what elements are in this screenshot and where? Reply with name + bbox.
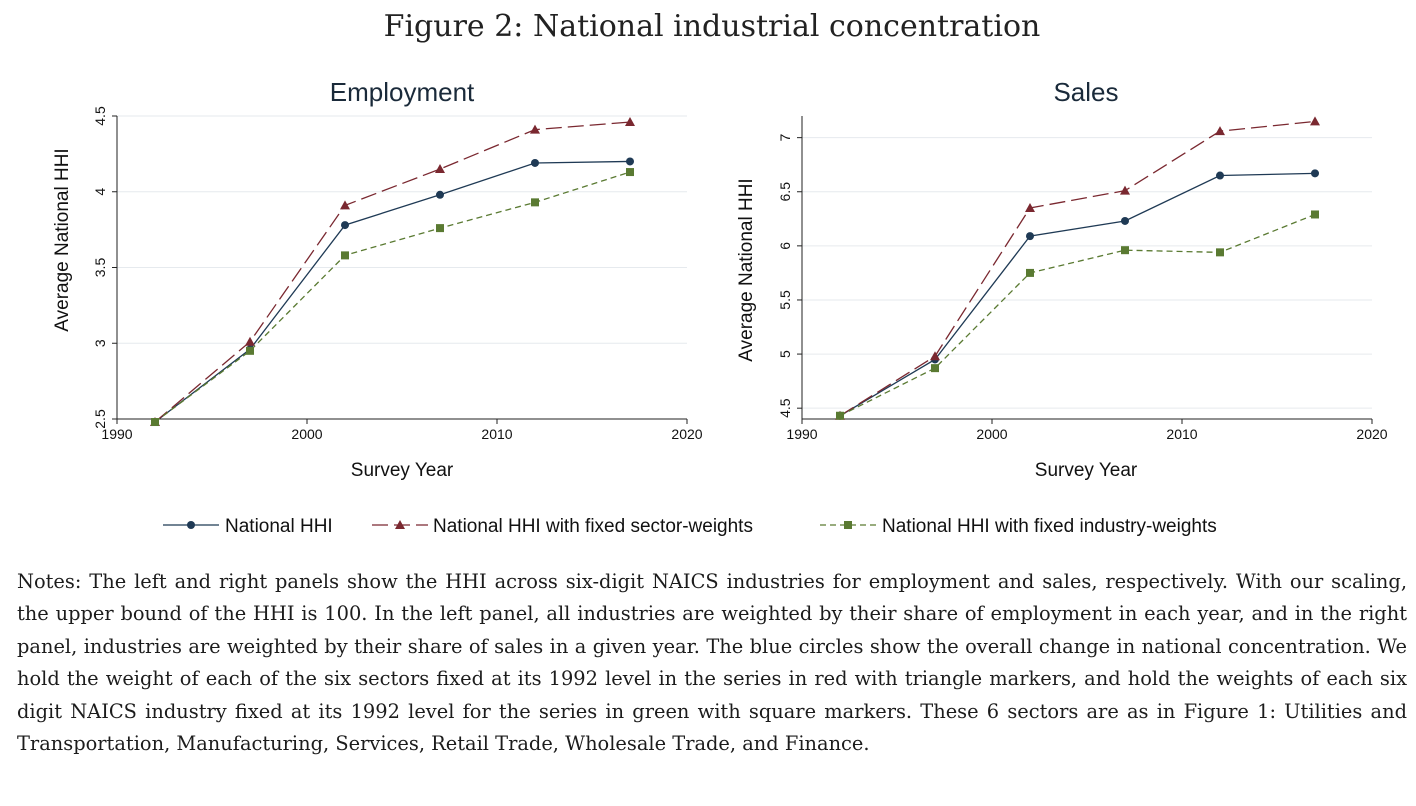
sales-point-industry [1311, 210, 1319, 219]
employment-point-industry [151, 418, 159, 427]
legend-item-industry: National HHI with fixed industry-weights [820, 516, 1217, 537]
sales-x-tick-label: 2010 [1166, 426, 1197, 442]
sales-point-national [1216, 171, 1224, 180]
employment-x-axis-label: Survey Year [351, 460, 454, 481]
sales-point-sector [1215, 126, 1225, 136]
employment-point-national [531, 158, 539, 167]
sales-y-axis-label: Average National HHI [736, 178, 757, 361]
employment-y-tick-label: 4 [92, 188, 108, 196]
notes-text-after: : Utilities and Transportation, Manufact… [17, 699, 1408, 756]
sales-y-tick-label: 4.5 [777, 398, 793, 418]
employment-point-sector [625, 117, 635, 127]
sales-point-industry [1216, 248, 1224, 257]
sales-point-sector [1310, 116, 1320, 126]
sales-point-sector [930, 351, 940, 361]
sales-panel: Sales Survey Year Average National HHI 4… [736, 77, 1388, 481]
sales-y-tick-label: 5 [777, 350, 793, 358]
sales-point-sector [1120, 185, 1130, 195]
employment-series-line-sector [154, 121, 631, 423]
legend-label-national: National HHI [225, 516, 333, 537]
employment-point-national [341, 221, 349, 230]
employment-y-tick-label: 3.5 [92, 258, 108, 278]
employment-series-line-national [154, 160, 631, 423]
legend-item-national: National HHI [163, 516, 333, 537]
employment-y-tick-label: 3 [92, 339, 108, 347]
employment-point-industry [246, 346, 254, 355]
employment-x-tick-label: 2010 [481, 426, 512, 442]
sales-point-national [1311, 169, 1319, 178]
employment-point-industry [436, 224, 444, 233]
legend-swatch-marker-industry [844, 521, 852, 529]
notes-text-before: Notes: The left and right panels show th… [17, 570, 1407, 723]
employment-series-line-industry [154, 171, 631, 423]
sales-y-tick-label: 5.5 [777, 290, 793, 310]
legend-swatch-marker-sector [395, 520, 405, 529]
employment-y-tick-label: 2.5 [92, 409, 108, 429]
employment-point-national [626, 157, 634, 166]
sales-series-line-industry [839, 213, 1316, 417]
employment-point-sector [245, 336, 255, 346]
employment-point-sector [435, 164, 445, 174]
figure-notes: Notes: The left and right panels show th… [17, 566, 1407, 760]
legend-label-sector: National HHI with fixed sector-weights [433, 516, 753, 537]
legend-label-industry: National HHI with fixed industry-weights [882, 516, 1217, 537]
sales-point-national [1121, 216, 1129, 225]
employment-point-industry [626, 168, 634, 177]
sales-point-industry [836, 411, 844, 420]
sales-x-axis-label: Survey Year [1035, 460, 1138, 481]
employment-panel-title: Employment [330, 77, 475, 107]
employment-y-tick-label: 4.5 [92, 106, 108, 126]
notes-figure-ref: 1 [1257, 699, 1270, 723]
sales-x-tick-label: 2000 [976, 426, 1007, 442]
employment-point-industry [341, 251, 349, 260]
sales-y-tick-label: 7 [777, 134, 793, 142]
legend-item-sector: National HHI with fixed sector-weights [372, 516, 753, 537]
employment-point-industry [531, 198, 539, 207]
sales-point-sector [1025, 202, 1035, 212]
employment-x-tick-label: 2000 [291, 426, 322, 442]
employment-x-tick-label: 1990 [101, 426, 132, 442]
employment-y-axis-label: Average National HHI [52, 148, 73, 331]
sales-point-industry [931, 364, 939, 373]
employment-panel: Employment Survey Year Average National … [52, 77, 703, 481]
sales-point-industry [1026, 268, 1034, 277]
legend-swatch-marker-national [187, 521, 195, 529]
sales-y-tick-label: 6.5 [777, 182, 793, 202]
sales-panel-title: Sales [1053, 77, 1118, 107]
employment-point-sector [340, 200, 350, 210]
employment-point-sector [530, 124, 540, 134]
sales-y-tick-label: 6 [777, 242, 793, 250]
sales-point-industry [1121, 246, 1129, 255]
employment-point-national [436, 190, 444, 199]
legend: National HHI National HHI with fixed sec… [163, 516, 1217, 537]
sales-point-national [1026, 232, 1034, 241]
employment-x-tick-label: 2020 [671, 426, 702, 442]
sales-x-tick-label: 1990 [786, 426, 817, 442]
sales-series-line-national [839, 172, 1316, 417]
sales-x-tick-label: 2020 [1356, 426, 1387, 442]
sales-series-line-sector [839, 120, 1316, 417]
figure-title: Figure 2: National industrial concentrat… [384, 9, 1041, 44]
